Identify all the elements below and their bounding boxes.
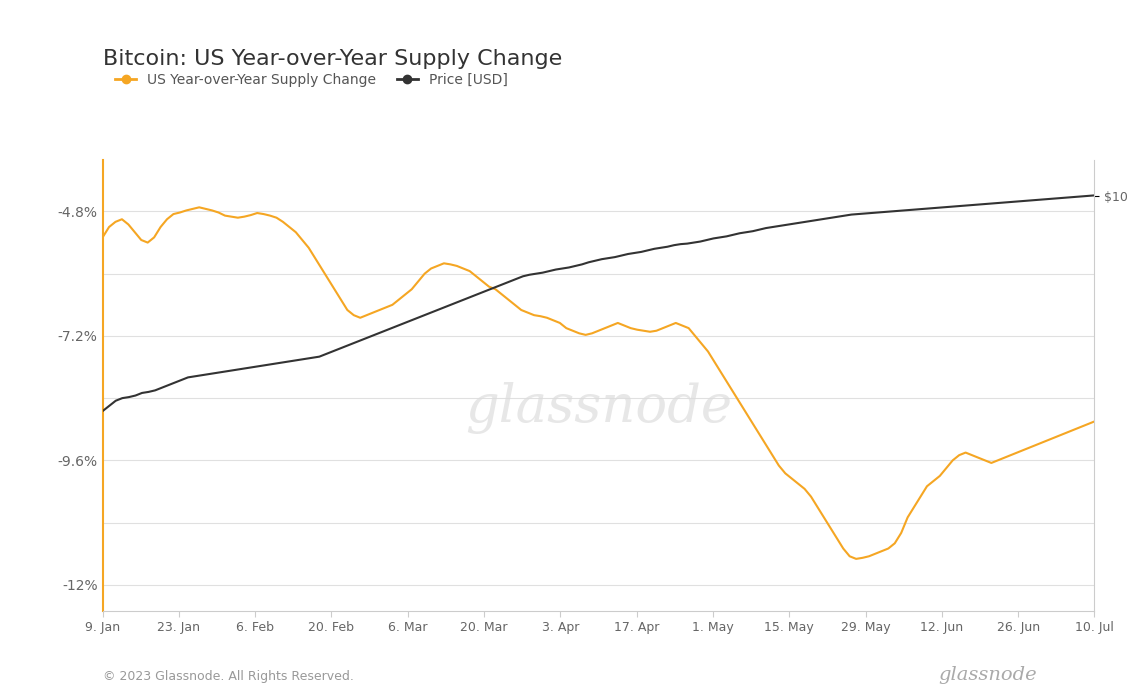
Text: Bitcoin: US Year-over-Year Supply Change: Bitcoin: US Year-over-Year Supply Change [103, 49, 562, 69]
Text: glassnode: glassnode [938, 666, 1037, 684]
Text: glassnode: glassnode [465, 382, 732, 434]
Legend: US Year-over-Year Supply Change, Price [USD]: US Year-over-Year Supply Change, Price [… [109, 67, 513, 92]
Text: © 2023 Glassnode. All Rights Reserved.: © 2023 Glassnode. All Rights Reserved. [103, 670, 353, 683]
